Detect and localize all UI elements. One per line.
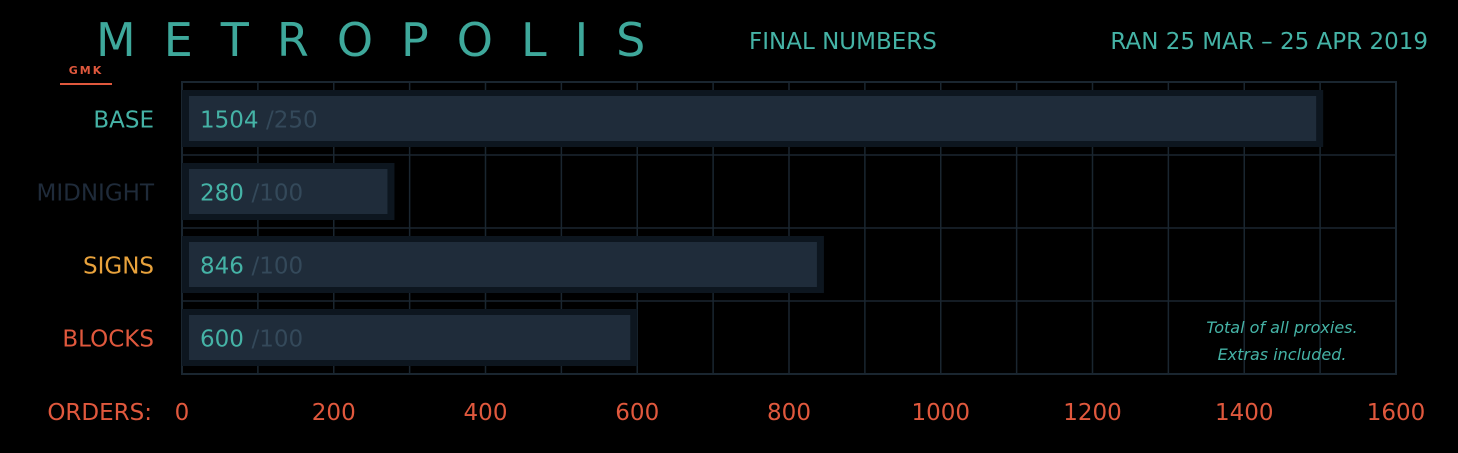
x-tick-label: 1000: [911, 400, 970, 426]
data-label-base: 1504: [200, 108, 259, 134]
gmk-badge: GMK: [30, 30, 112, 85]
x-tick-label: 600: [615, 400, 659, 426]
gmk-badge-underline: [60, 83, 112, 85]
annotation-line: Extras included.: [1218, 345, 1347, 364]
data-label-signs: 846: [200, 254, 244, 280]
x-tick-label: 1600: [1367, 400, 1426, 426]
category-label-midnight: MIDNIGHT: [37, 181, 155, 207]
x-tick-label: 400: [464, 400, 508, 426]
x-tick-label: 800: [767, 400, 811, 426]
header: GMK METROPOLIS FINAL NUMBERS RAN 25 MAR …: [0, 0, 1458, 85]
gmk-badge-text: GMK: [68, 64, 104, 77]
moq-label-base: /250: [266, 108, 318, 134]
data-label-midnight: 280: [200, 181, 244, 207]
bar-face-midnight: [189, 169, 388, 214]
x-tick-label: 1400: [1215, 400, 1274, 426]
run-dates: RAN 25 MAR – 25 APR 2019: [1110, 29, 1428, 55]
moq-label-signs: /100: [252, 254, 304, 280]
chart-subtitle: FINAL NUMBERS: [749, 29, 937, 55]
data-label-blocks: 600: [200, 327, 244, 353]
plot-frame: [181, 81, 1397, 375]
category-label-base: BASE: [93, 108, 154, 134]
brand-title: METROPOLIS: [96, 13, 674, 67]
bar-face-signs: [189, 242, 817, 287]
x-axis-label: ORDERS:: [47, 400, 152, 426]
x-tick-label: 200: [312, 400, 356, 426]
category-label-signs: SIGNS: [83, 254, 154, 280]
x-tick-label: 1200: [1063, 400, 1122, 426]
bar-face-blocks: [189, 315, 631, 360]
moq-label-blocks: /100: [252, 327, 304, 353]
moq-label-midnight: /100: [252, 181, 304, 207]
bar-face-base: [189, 96, 1317, 141]
annotation-line: Total of all proxies.: [1206, 318, 1357, 337]
category-label-blocks: BLOCKS: [62, 327, 154, 353]
x-tick-label: 0: [175, 400, 190, 426]
